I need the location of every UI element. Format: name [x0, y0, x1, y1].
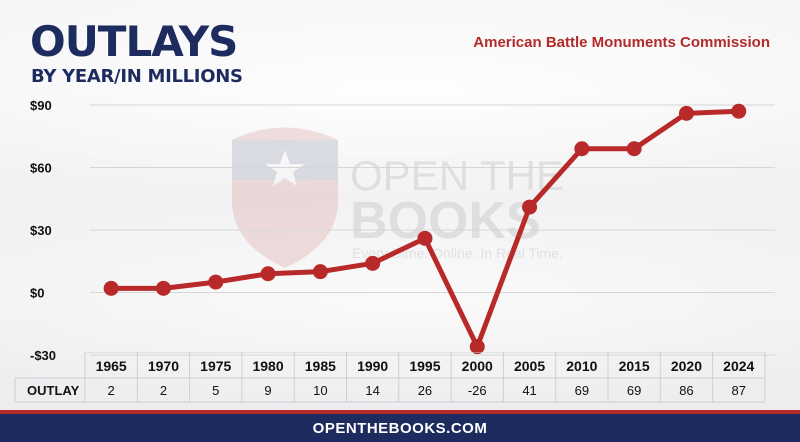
- page-subtitle: BY YEAR/IN MILLIONS: [31, 66, 243, 87]
- table-cell: 5: [212, 383, 219, 398]
- x-tick-label: 2000: [462, 358, 493, 374]
- grid-lines: [90, 104, 775, 356]
- data-point: [469, 339, 485, 355]
- footer-site-link[interactable]: OPENTHEBOOKS.COM: [312, 419, 488, 437]
- page-title: OUTLAYS: [30, 17, 238, 66]
- data-table: OUTLAY 1965 2 1970 2 1975 5 1980 9 1985 10 1990 14 19…: [14, 352, 766, 403]
- data-point: [365, 255, 381, 271]
- data-point: [678, 105, 694, 121]
- x-tick-label: 1965: [96, 358, 127, 374]
- x-tick-label: 2005: [514, 358, 545, 374]
- table-cell: 2: [108, 383, 115, 398]
- table-cell: 2: [160, 383, 167, 398]
- watermark-shield-icon: [232, 127, 338, 268]
- x-tick-label: 2015: [619, 358, 650, 374]
- x-tick-label: 1980: [252, 358, 283, 374]
- table-cell: 69: [627, 383, 641, 398]
- y-tick-label: $0: [30, 286, 44, 301]
- data-point: [103, 280, 119, 296]
- data-point: [522, 199, 538, 215]
- x-tick-label: 2020: [671, 358, 702, 374]
- outlays-line-chart: OPEN THE BOOKS Every Dime. Online. In Re…: [30, 98, 775, 363]
- data-point: [260, 266, 276, 282]
- table-cell: 86: [679, 383, 693, 398]
- watermark-line2: BOOKS: [350, 192, 541, 250]
- y-tick-label: $90: [30, 98, 52, 113]
- data-point: [155, 280, 171, 296]
- x-tick-label: 2024: [723, 358, 754, 374]
- y-tick-label: $30: [30, 223, 52, 238]
- y-axis: -$30 $0 $30 $60 $90: [30, 98, 56, 363]
- open-the-books-watermark: OPEN THE BOOKS Every Dime. Online. In Re…: [232, 127, 564, 268]
- data-point: [626, 141, 642, 157]
- table-cell: 14: [365, 383, 379, 398]
- table-cell: 9: [264, 383, 271, 398]
- x-tick-label: 1970: [148, 358, 179, 374]
- table-cell: 10: [313, 383, 327, 398]
- series-group: [103, 103, 747, 355]
- table-cell: 26: [418, 383, 432, 398]
- table-row-label: OUTLAY: [27, 383, 80, 398]
- data-point: [417, 230, 433, 246]
- x-tick-label: 2010: [566, 358, 597, 374]
- watermark-shield-top: [232, 140, 338, 180]
- table-cell: 87: [732, 383, 746, 398]
- watermark-line1: OPEN THE: [350, 152, 564, 199]
- y-tick-label: $60: [30, 161, 52, 176]
- data-point: [312, 264, 328, 280]
- x-tick-label: 1975: [200, 358, 231, 374]
- table-cell: 69: [575, 383, 589, 398]
- data-point: [208, 274, 224, 290]
- x-tick-label: 1990: [357, 358, 388, 374]
- data-point: [574, 141, 590, 157]
- y-tick-label: -$30: [30, 348, 56, 363]
- x-tick-label: 1985: [305, 358, 336, 374]
- table-cell: 41: [522, 383, 536, 398]
- data-point: [731, 103, 747, 119]
- footer-bar: OPENTHEBOOKS.COM: [0, 410, 800, 442]
- x-tick-label: 1995: [409, 358, 440, 374]
- agency-name: American Battle Monuments Commission: [473, 34, 770, 51]
- table-cell: -26: [468, 383, 487, 398]
